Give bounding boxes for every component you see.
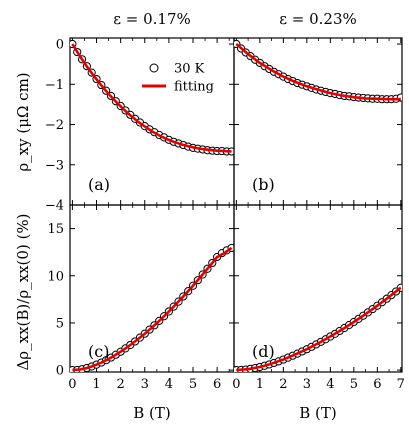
y-tick-label: −1 — [45, 78, 64, 93]
x-tick-label: 7 — [397, 377, 405, 392]
panel-c: 0 1 2 3 4 5 6 0 5 10 15 (c) — [47, 204, 235, 392]
panel-label: (b) — [252, 175, 275, 194]
panel-d: 0 1 2 3 4 5 6 7 (d) — [232, 204, 405, 392]
panel-a: 0 −1 −2 −3 −4 (a) 30 K fitting — [45, 37, 235, 214]
x-tick-label: 6 — [213, 377, 221, 392]
xlabel-left: B (T) — [133, 404, 171, 422]
x-tick-label: 4 — [165, 377, 173, 392]
data-layer — [70, 39, 234, 156]
x-tick-label: 5 — [350, 377, 358, 392]
fit-line — [235, 43, 401, 101]
y-tick-label: 0 — [56, 38, 64, 53]
x-tick-label: 0 — [68, 377, 76, 392]
column-title-left: ε = 0.17% — [113, 10, 191, 28]
fit-line — [72, 246, 233, 372]
x-tick-label: 6 — [373, 377, 381, 392]
y-tick-label: 10 — [47, 269, 64, 284]
data-layer — [234, 39, 402, 104]
y-tick-label: −4 — [45, 199, 64, 214]
legend-label-data: 30 K — [174, 62, 205, 77]
y-tick-label: 5 — [56, 316, 64, 331]
panel-label: (c) — [88, 342, 109, 361]
y-tick-label: 0 — [56, 364, 64, 379]
y-tick-label: −2 — [45, 118, 64, 133]
x-tick-label: 2 — [279, 377, 287, 392]
ylabel-bottom: Δρ_xx(B)/ρ_xx(0) (%) — [14, 213, 32, 370]
data-layer — [70, 243, 234, 372]
y-tick-label: −3 — [45, 158, 64, 173]
x-tick-label: 1 — [92, 377, 100, 392]
x-tick-label: 1 — [256, 377, 264, 392]
y-tick-label: 15 — [47, 222, 64, 237]
fit-line — [71, 43, 232, 153]
panel-b: (b) — [233, 37, 403, 206]
xlabel-right: B (T) — [299, 404, 337, 422]
legend-label-fit: fitting — [174, 80, 214, 95]
x-tick-label: 0 — [232, 377, 240, 392]
panel-label: (d) — [252, 342, 275, 361]
panel-label: (a) — [88, 175, 110, 194]
data-layer — [234, 283, 402, 372]
legend-marker — [149, 63, 159, 73]
x-tick-label: 5 — [189, 377, 197, 392]
column-title-right: ε = 0.23% — [279, 10, 357, 28]
ylabel-top: ρ_xy (μΩ cm) — [14, 72, 32, 171]
x-tick-label: 3 — [303, 377, 311, 392]
x-tick-label: 4 — [326, 377, 334, 392]
x-tick-label: 2 — [117, 377, 125, 392]
x-tick-label: 3 — [141, 377, 149, 392]
fit-line — [236, 286, 402, 372]
